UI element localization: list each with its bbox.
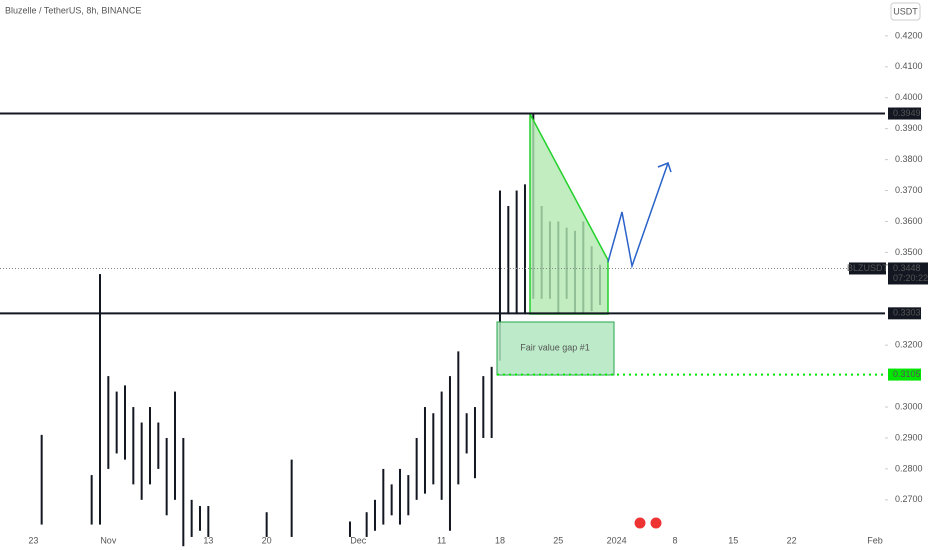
x-tick-label: 11 xyxy=(437,535,446,545)
candle xyxy=(457,351,460,485)
x-tick-label: 20 xyxy=(262,535,272,545)
symbol-label: BLZUSDT xyxy=(847,263,889,273)
candle xyxy=(373,499,376,531)
candle xyxy=(498,190,501,361)
x-tick-label: 25 xyxy=(553,535,563,545)
level-label: 0.3105 xyxy=(893,369,921,379)
candle xyxy=(398,468,401,525)
candle xyxy=(515,190,518,315)
y-tick-label: 0.3500 xyxy=(895,247,923,257)
y-tick-label: 0.3600 xyxy=(895,216,923,226)
level-tag xyxy=(888,307,921,320)
candle xyxy=(382,468,385,525)
candle xyxy=(432,413,435,485)
candle xyxy=(165,437,168,516)
price-label: 0.3448 xyxy=(893,263,921,273)
level-tag xyxy=(888,107,921,120)
candle xyxy=(290,459,293,537)
fvg-label: Fair value gap #1 xyxy=(520,342,590,352)
candle xyxy=(207,506,210,537)
currency-label[interactable]: USDT xyxy=(893,6,918,16)
fvg-box xyxy=(496,321,615,376)
event-icon[interactable] xyxy=(649,516,663,530)
candle xyxy=(123,385,126,460)
y-tick-label: 0.4100 xyxy=(895,61,923,71)
candle xyxy=(415,437,418,500)
candle xyxy=(473,407,476,479)
candle xyxy=(390,484,393,516)
candle xyxy=(348,521,351,537)
candle xyxy=(90,475,93,525)
x-tick-label: 2024 xyxy=(607,535,627,545)
y-tick-label: 0.3700 xyxy=(895,185,923,195)
x-tick-label: Feb xyxy=(867,535,883,545)
y-tick-label: 0.4000 xyxy=(895,92,923,102)
candle xyxy=(440,391,443,500)
y-tick-label: 0.4200 xyxy=(895,30,923,40)
y-tick-label: 0.2700 xyxy=(895,494,923,504)
arrow-head xyxy=(657,162,672,173)
candle xyxy=(140,422,143,500)
level-label: 0.3303 xyxy=(893,308,921,318)
candle xyxy=(465,413,468,454)
candle xyxy=(182,437,185,547)
x-tick-label: 18 xyxy=(495,535,505,545)
x-tick-label: 13 xyxy=(203,535,213,545)
candle xyxy=(423,407,426,494)
candle xyxy=(148,407,151,485)
candle xyxy=(107,376,110,469)
symbol-tag xyxy=(849,262,886,275)
level-label: 0.3949 xyxy=(893,108,921,118)
candle xyxy=(98,274,101,525)
event-icon[interactable] xyxy=(633,516,647,530)
currency-button[interactable] xyxy=(890,2,921,21)
candle xyxy=(482,376,485,438)
candle xyxy=(490,366,493,438)
candle xyxy=(115,391,118,454)
x-tick-label: 23 xyxy=(28,535,38,545)
candle xyxy=(448,376,451,531)
countdown: 07:20:22 xyxy=(893,273,928,283)
y-tick-label: 0.3200 xyxy=(895,340,923,350)
x-tick-label: Nov xyxy=(100,535,117,545)
candle xyxy=(190,499,193,537)
candle xyxy=(132,407,135,485)
price-tag xyxy=(888,262,928,285)
candle xyxy=(507,205,510,315)
projection-arrow xyxy=(607,162,669,269)
chart-title: Bluzelle / TetherUS, 8h, BINANCE xyxy=(5,5,141,15)
y-tick-label: 0.3000 xyxy=(895,401,923,411)
candle xyxy=(157,422,160,469)
y-tick-label: 0.3900 xyxy=(895,123,923,133)
x-tick-label: 15 xyxy=(728,535,738,545)
y-tick-label: 0.2900 xyxy=(895,432,923,442)
candle xyxy=(198,506,201,531)
candle xyxy=(365,512,368,537)
x-tick-label: 8 xyxy=(672,535,677,545)
candle xyxy=(523,184,526,315)
candle xyxy=(173,391,176,500)
candle xyxy=(40,434,43,525)
level-tag xyxy=(888,368,921,381)
candle xyxy=(265,512,268,537)
y-tick-label: 0.3800 xyxy=(895,154,923,164)
y-tick-label: 0.2800 xyxy=(895,463,923,473)
x-tick-label: 22 xyxy=(787,535,797,545)
x-tick-label: Dec xyxy=(350,535,367,545)
candle xyxy=(407,475,410,516)
